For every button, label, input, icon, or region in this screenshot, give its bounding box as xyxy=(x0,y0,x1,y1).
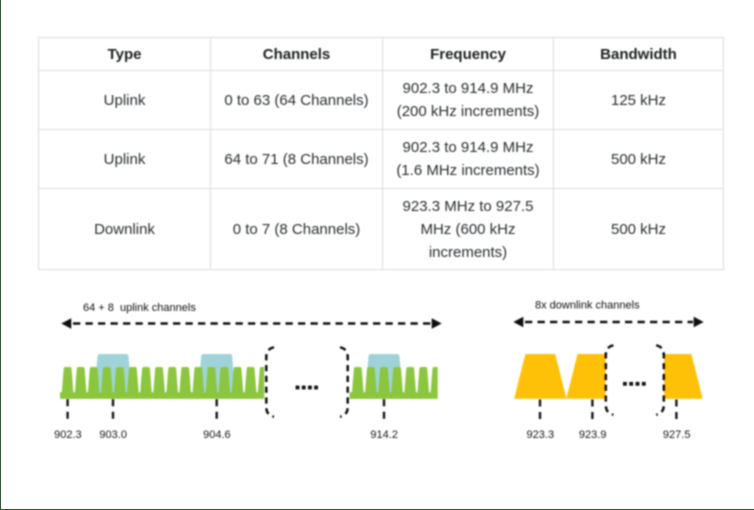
svg-text:914.2: 914.2 xyxy=(370,429,398,441)
svg-text:904.6: 904.6 xyxy=(203,429,231,441)
svg-text:902.3: 902.3 xyxy=(54,429,82,441)
svg-text:64 + 8 uplink channels: 64 + 8 uplink channels xyxy=(83,302,196,314)
svg-text:923.3: 923.3 xyxy=(527,429,555,441)
svg-text:8x downlink channels: 8x downlink channels xyxy=(535,300,640,312)
svg-text:923.9: 923.9 xyxy=(579,429,607,441)
svg-text:903.0: 903.0 xyxy=(99,429,127,441)
svg-text:927.5: 927.5 xyxy=(663,429,691,441)
